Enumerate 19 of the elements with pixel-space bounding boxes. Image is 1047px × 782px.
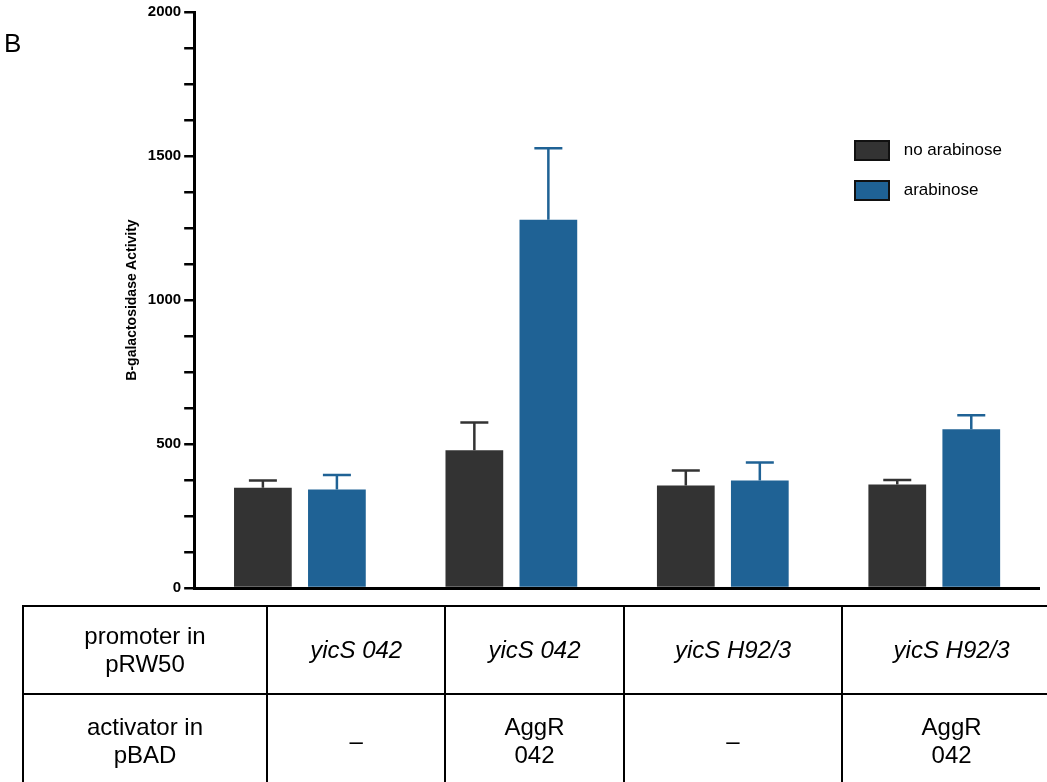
- y-tick-label: 500: [156, 434, 182, 452]
- x-tick-label: yicS H92/3: [623, 606, 843, 694]
- text: –: [348, 726, 364, 755]
- y-tick-label: 2000: [147, 2, 182, 20]
- y-tick-label: 1000: [147, 290, 182, 308]
- x-tick-label: yicS 042: [445, 606, 624, 694]
- y-tick-label: 0: [172, 578, 182, 596]
- text: activator in pBAD: [85, 712, 205, 769]
- x-tick-label: yicS H92/3: [842, 606, 1047, 694]
- text: AggR 042: [503, 712, 566, 769]
- text: AggR 042: [920, 712, 983, 769]
- text: B: [4, 28, 22, 59]
- x-tick-label: yicS 042: [267, 606, 446, 694]
- text: –: [725, 726, 741, 755]
- y-axis-title: B-galactosidase Activity: [123, 219, 140, 381]
- y-tick-label: 1500: [147, 146, 182, 164]
- legend-label: no arabinose: [903, 140, 1002, 160]
- text: promoter in pRW50: [83, 622, 207, 678]
- legend-label: arabinose: [903, 180, 979, 200]
